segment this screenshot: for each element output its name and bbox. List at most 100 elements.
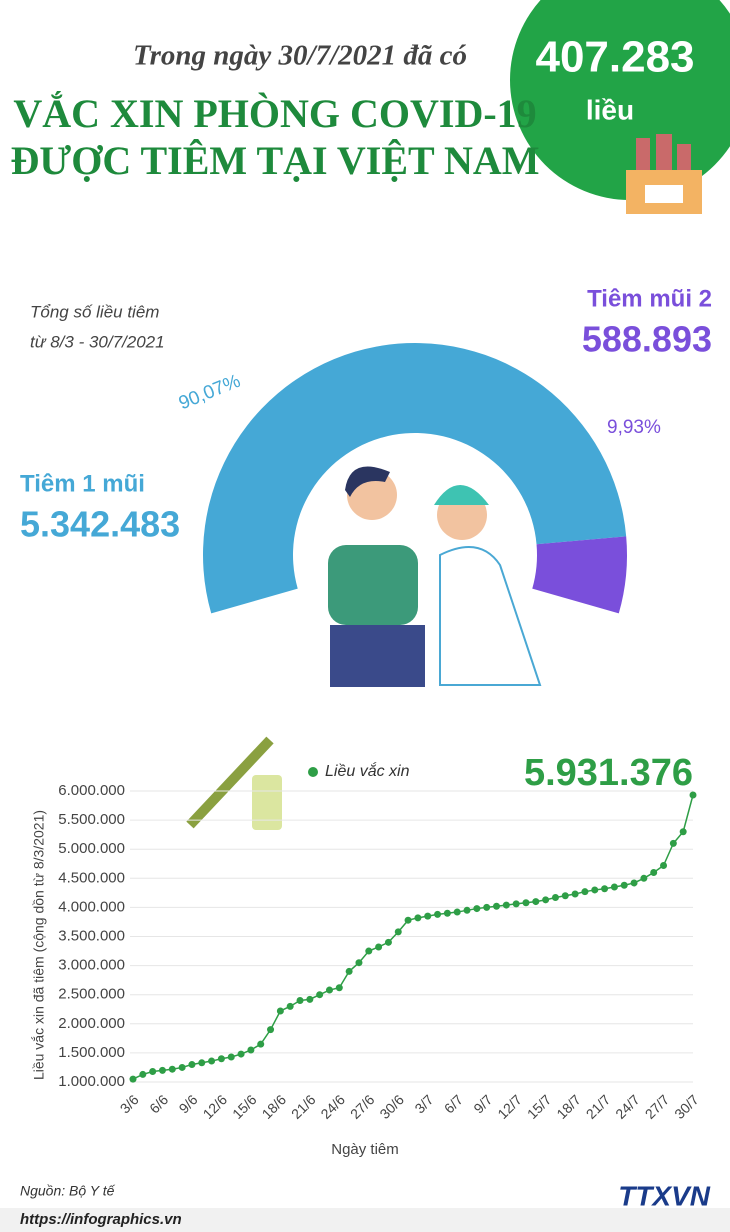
- y-tick-label: 3.500.000: [58, 927, 125, 944]
- point: [493, 902, 501, 910]
- x-tick-label: 30/6: [376, 1091, 407, 1122]
- vaccine-box-icon: [626, 134, 702, 214]
- x-tick-label: 21/6: [288, 1091, 319, 1122]
- legend-label: Liều vắc xin: [325, 761, 410, 780]
- count-label: 588.893: [582, 319, 712, 360]
- point: [257, 1040, 265, 1048]
- y-tick-label: 6.000.000: [58, 782, 125, 799]
- point: [630, 879, 638, 887]
- x-tick-label: 9/6: [176, 1091, 201, 1116]
- point: [375, 943, 383, 951]
- point: [610, 883, 618, 891]
- x-tick-label: 15/6: [229, 1091, 260, 1122]
- point: [463, 906, 471, 914]
- point: [502, 901, 510, 909]
- point: [473, 905, 481, 913]
- point: [620, 881, 628, 889]
- highlight-unit: liều: [586, 94, 634, 125]
- data-label: 5.931.376: [524, 752, 693, 794]
- highlight-number: 407.283: [535, 33, 694, 82]
- point: [640, 874, 648, 882]
- x-axis-title: Ngày tiêm: [331, 1141, 399, 1158]
- point: [247, 1046, 255, 1054]
- donut-title: Tổng số liều tiêm: [30, 302, 159, 321]
- y-tick-label: 4.000.000: [58, 898, 125, 915]
- point: [404, 916, 412, 924]
- point: [168, 1065, 176, 1073]
- point: [522, 899, 530, 907]
- y-axis-title: Liều vắc xin đã tiêm (cộng dồn từ 8/3/20…: [31, 810, 47, 1080]
- donut-subtitle: từ 8/3 - 30/7/2021: [30, 332, 165, 351]
- point: [601, 885, 609, 893]
- x-tick-label: 6/7: [441, 1091, 466, 1116]
- donut-segment: [203, 343, 627, 614]
- point: [158, 1066, 166, 1074]
- point: [208, 1057, 216, 1065]
- donut-segment: [532, 536, 627, 614]
- percent-label: 90,07%: [176, 371, 244, 415]
- brand: TTXVN: [618, 1180, 711, 1211]
- x-tick-label: 6/6: [146, 1091, 171, 1116]
- x-tick-label: 15/7: [524, 1091, 555, 1122]
- point: [267, 1026, 275, 1034]
- point: [355, 959, 363, 967]
- percent-label: 9,93%: [607, 417, 661, 438]
- point: [414, 914, 422, 922]
- title: VẮC XIN PHÒNG COVID-19: [13, 91, 536, 136]
- x-tick-label: 27/6: [347, 1091, 378, 1122]
- x-tick-label: 12/7: [494, 1091, 525, 1122]
- y-tick-label: 3.000.000: [58, 957, 125, 974]
- url: https://infographics.vn: [20, 1211, 182, 1228]
- intro: Trong ngày 30/7/2021 đã có: [133, 40, 467, 72]
- y-tick-label: 5.000.000: [58, 840, 125, 857]
- x-tick-label: 3/7: [411, 1091, 436, 1116]
- x-tick-label: 12/6: [200, 1091, 231, 1122]
- point: [276, 1007, 284, 1015]
- y-tick-label: 1.500.000: [58, 1044, 125, 1061]
- x-tick-label: 21/7: [583, 1091, 614, 1122]
- point: [306, 995, 314, 1003]
- point: [581, 888, 589, 896]
- point: [669, 839, 677, 847]
- point: [650, 868, 658, 876]
- point: [689, 791, 697, 799]
- point: [424, 912, 432, 920]
- x-tick-label: 27/7: [642, 1091, 673, 1122]
- point: [198, 1059, 206, 1067]
- y-tick-label: 5.500.000: [58, 811, 125, 828]
- point: [129, 1075, 137, 1083]
- point: [316, 991, 324, 999]
- point: [542, 896, 550, 904]
- point: [217, 1055, 225, 1063]
- line: [132, 794, 694, 1080]
- x-tick-label: 24/6: [317, 1091, 348, 1122]
- footer-bar: [0, 1208, 730, 1232]
- x-tick-label: 24/7: [612, 1091, 643, 1122]
- y-tick-label: 2.500.000: [58, 986, 125, 1003]
- y-tick-label: 1.000.000: [58, 1073, 125, 1090]
- point: [296, 997, 304, 1005]
- point: [443, 909, 451, 917]
- point: [434, 910, 442, 918]
- category-label: Tiêm 1 mũi: [20, 470, 145, 497]
- point: [335, 984, 343, 992]
- point: [325, 986, 333, 994]
- point: [345, 967, 353, 975]
- point: [512, 900, 520, 908]
- point: [139, 1070, 147, 1078]
- point: [532, 898, 540, 906]
- point: [286, 1002, 294, 1010]
- title: ĐƯỢC TIÊM TẠI VIỆT NAM: [11, 138, 540, 183]
- category-label: Tiêm mũi 2: [587, 285, 712, 312]
- x-tick-label: 9/7: [470, 1091, 495, 1116]
- point: [227, 1053, 235, 1061]
- point: [149, 1068, 157, 1076]
- illustration: [328, 466, 542, 687]
- source: Nguồn: Bộ Y tế: [20, 1183, 116, 1199]
- legend-marker: [308, 767, 318, 777]
- point: [237, 1050, 245, 1058]
- point: [660, 861, 668, 869]
- point: [188, 1061, 196, 1069]
